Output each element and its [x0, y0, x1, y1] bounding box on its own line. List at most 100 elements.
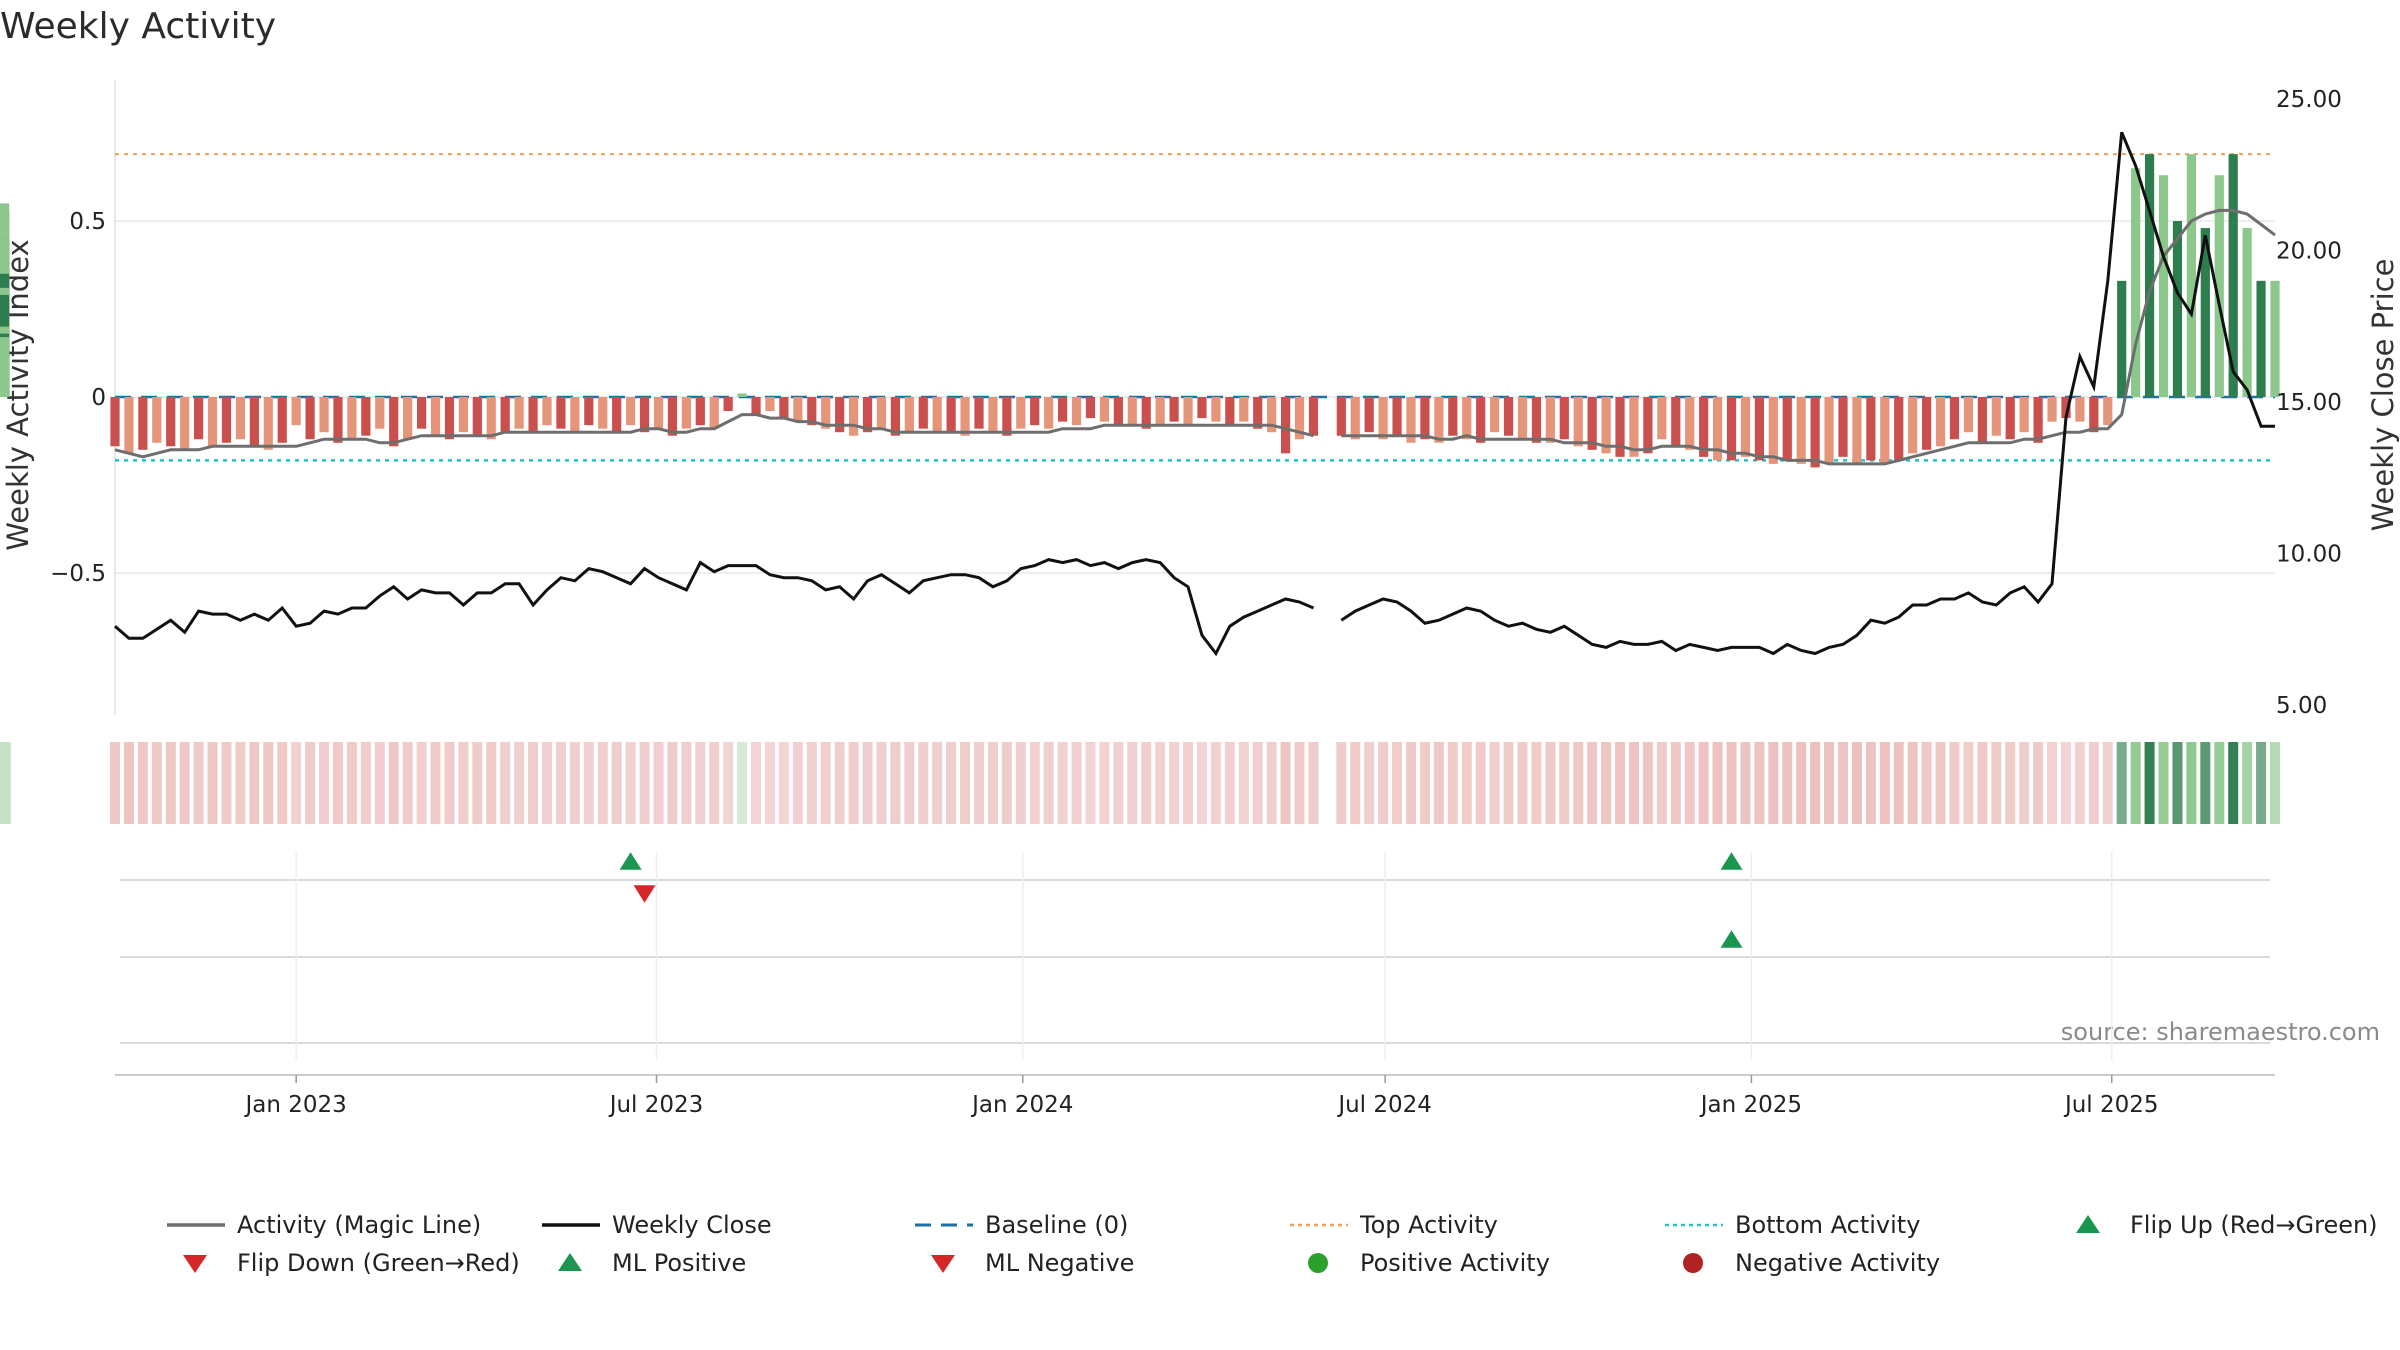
legend-item: Positive Activity	[1308, 1249, 1550, 1277]
heat-strip-cell	[1670, 742, 1681, 824]
heat-strip-cell	[918, 742, 929, 824]
heat-strip-cell	[1447, 742, 1458, 824]
heat-strip-cell	[1141, 742, 1152, 824]
heat-strip-cell	[165, 742, 176, 824]
activity-bar	[1949, 397, 1960, 440]
activity-bar	[1308, 397, 1319, 436]
activity-bar	[1908, 397, 1918, 454]
activity-bar	[403, 397, 413, 440]
heat-strip-cell	[2158, 742, 2169, 824]
activity-bar	[848, 397, 859, 436]
activity-bar	[1448, 397, 1458, 436]
heat-strip-cell	[1210, 742, 1221, 824]
activity-bar	[486, 397, 496, 440]
heat-strip-cell	[806, 742, 817, 824]
activity-bar	[1894, 397, 1904, 461]
activity-bar	[1559, 397, 1569, 440]
right-tick-label: 25.00	[2276, 87, 2342, 113]
activity-bar	[2242, 228, 2252, 397]
activity-bar	[1071, 397, 1082, 426]
activity-bar	[1267, 397, 1277, 433]
activity-bar	[862, 397, 873, 433]
flip-up-marker	[619, 852, 642, 870]
activity-bar	[1211, 397, 1221, 422]
legend-swatch	[2076, 1215, 2100, 1233]
activity-bar	[1141, 397, 1151, 429]
activity-bar	[2103, 397, 2113, 426]
heat-strip-cell	[458, 742, 469, 824]
heat-strip-cell	[2172, 742, 2183, 824]
activity-bar	[793, 397, 803, 422]
heat-strip-cell	[472, 742, 483, 824]
legend-label: Weekly Close	[612, 1211, 772, 1239]
activity-bar	[1726, 397, 1737, 461]
activity-bar	[556, 397, 566, 429]
activity-bar	[1963, 397, 1974, 433]
activity-bar	[1754, 397, 1764, 461]
heat-strip-cell	[1879, 742, 1890, 824]
activity-bar	[152, 397, 162, 443]
activity-bar	[1573, 397, 1583, 447]
weekly-close-series	[114, 131, 2275, 657]
activity-bar	[695, 397, 705, 426]
activity-bar	[1810, 397, 1820, 468]
activity-bar	[1239, 397, 1249, 422]
activity-bar	[584, 397, 594, 426]
heat-strip-cell	[151, 742, 162, 824]
activity-bar	[1601, 397, 1611, 454]
heat-strip-cell	[2186, 742, 2197, 824]
heat-strip-cell	[486, 742, 497, 824]
heat-strip-cell	[1378, 742, 1389, 824]
heat-strip-cell	[2005, 742, 2016, 824]
heat-strip-cell	[500, 742, 511, 824]
legend-item: Activity (Magic Line)	[167, 1211, 481, 1239]
heat-strip-cell	[1921, 742, 1932, 824]
x-tick-label: Jul 2024	[1336, 1092, 1432, 1118]
legend-item: Baseline (0)	[915, 1211, 1128, 1239]
heat-strip-cell	[1698, 742, 1709, 824]
activity-bar	[1336, 397, 1346, 436]
heat-strip-cell	[1810, 742, 1821, 824]
heat-strip-cell	[723, 742, 734, 824]
heat-strip-cell	[2060, 742, 2071, 824]
activity-bar	[1852, 397, 1862, 464]
legend-item: Flip Down (Green→Red)	[183, 1249, 520, 1277]
activity-bar	[2033, 397, 2043, 443]
activity-bar	[2061, 397, 2071, 419]
activity-bar	[946, 397, 956, 433]
heat-strip-cell	[737, 742, 748, 824]
activity-bar	[737, 393, 747, 397]
legend-swatch	[558, 1253, 582, 1271]
heat-strip-cell	[360, 742, 371, 824]
activity-bar	[361, 397, 371, 436]
heat-strip-cell	[1419, 742, 1430, 824]
activity-bar	[514, 397, 524, 429]
heat-strip-cell	[932, 742, 943, 824]
activity-bar	[1002, 397, 1012, 436]
activity-bar	[1935, 397, 1946, 447]
activity-bar	[1587, 397, 1597, 450]
heat-strip-cell	[2047, 742, 2058, 824]
legend-label: Positive Activity	[1360, 1249, 1550, 1277]
heat-strip-cell	[778, 742, 789, 824]
heat-strip-cell	[374, 742, 385, 824]
activity-bar	[1099, 397, 1110, 422]
heat-strip-cell	[890, 742, 901, 824]
heat-strip-cell	[1433, 742, 1444, 824]
legend-label: Top Activity	[1359, 1211, 1498, 1239]
heat-strip-cell	[876, 742, 887, 824]
heat-strip-cell	[1127, 742, 1138, 824]
heat-strip-cell	[1489, 742, 1500, 824]
heat-strip-cell	[1308, 742, 1319, 824]
activity-bar	[1016, 397, 1026, 429]
heat-strip-cell	[709, 742, 720, 824]
heat-strip-cell	[0, 742, 11, 824]
activity-bar	[639, 397, 650, 433]
heat-strip-cell	[1935, 742, 1946, 824]
heat-strip-cell	[820, 742, 831, 824]
x-tick-label: Jul 2025	[2063, 1092, 2159, 1118]
heat-strip-cell	[1336, 742, 1347, 824]
heat-strip-cell	[1531, 742, 1542, 824]
activity-bar	[166, 397, 176, 447]
heat-strip-cell	[2242, 742, 2253, 824]
